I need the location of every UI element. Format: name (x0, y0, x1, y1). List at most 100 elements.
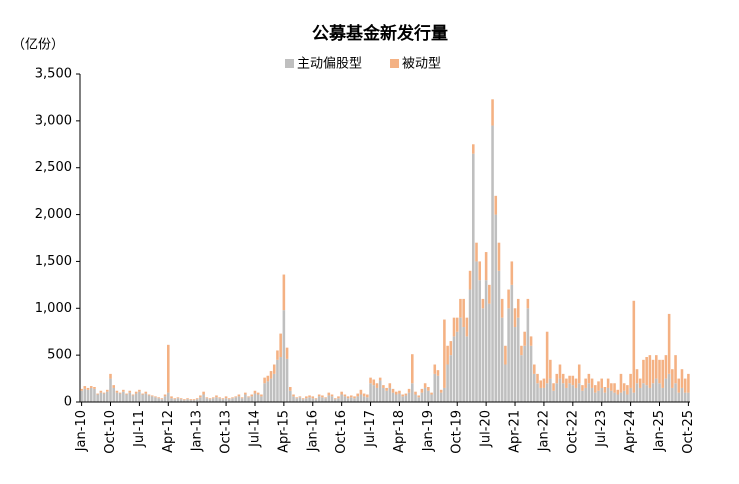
bar-segment (433, 373, 437, 402)
legend-swatch (285, 59, 294, 68)
bar-segment (221, 399, 225, 402)
bar-segment (622, 383, 626, 391)
bar-segment (186, 398, 189, 400)
bar-segment (494, 214, 498, 402)
bar-segment (276, 359, 279, 402)
bar-segment (449, 355, 453, 402)
bar-segment (141, 393, 144, 395)
bar-segment (613, 383, 616, 393)
bar-segment (427, 387, 430, 391)
bar-segment (629, 387, 632, 402)
bar-segment (109, 378, 112, 402)
bar-segment (565, 387, 568, 402)
bar-segment (122, 389, 125, 392)
bar-segment (401, 396, 404, 402)
bar-segment (536, 383, 539, 402)
bar-segment (391, 392, 395, 402)
bar-segment (305, 396, 308, 399)
bar-segment (215, 397, 218, 402)
bar-segment (414, 391, 417, 395)
bar-segment (359, 394, 363, 402)
bar-segment (420, 392, 424, 402)
bar-segment (452, 336, 456, 402)
bar-segment (176, 397, 180, 399)
bar-segment (366, 397, 369, 402)
x-tick-label: Jul-14 (247, 410, 262, 448)
chart-title: 公募基金新发行量 (312, 23, 448, 44)
bar-segment (475, 261, 478, 402)
bar-segment (510, 284, 514, 402)
y-tick-label: 2,000 (35, 207, 72, 222)
bar-segment (372, 385, 376, 402)
bar-segment (167, 392, 170, 402)
bar-segment (247, 396, 250, 398)
bar-segment (362, 393, 366, 397)
bar-segment (228, 398, 231, 400)
bar-segment (311, 396, 315, 399)
bar-segment (112, 387, 115, 402)
bar-segment (80, 390, 83, 402)
bar-segment (199, 395, 202, 398)
bar-segment (382, 387, 385, 402)
x-tick-label: Jul-11 (132, 410, 147, 448)
bar-segment (594, 392, 597, 402)
bar-segment (369, 383, 372, 402)
bar-segment (102, 393, 106, 402)
bar-segment (208, 398, 212, 400)
bar-segment (658, 383, 661, 402)
bar-segment (645, 357, 648, 386)
bar-segment (195, 399, 199, 402)
bar-segment (250, 396, 254, 402)
bar-segment (388, 383, 392, 388)
bar-segment (221, 398, 225, 400)
bar-segment (414, 394, 417, 402)
bar-segment (677, 392, 681, 402)
bar-segment (449, 341, 453, 356)
bar-segment (106, 389, 109, 392)
bar-segment (581, 390, 584, 402)
bar-segment (308, 397, 311, 402)
bar-segment (401, 394, 404, 397)
bar-segment (526, 298, 530, 309)
bar-segment (465, 317, 469, 337)
bar-segment (661, 387, 664, 402)
bar-segment (301, 398, 305, 400)
bar-segment (240, 397, 244, 399)
bar-segment (687, 373, 690, 393)
bar-segment (642, 359, 645, 384)
bar-segment (523, 345, 526, 402)
bar-segment (324, 397, 327, 399)
bar-segment (610, 383, 613, 391)
bar-segment (594, 385, 597, 393)
bar-segment (237, 394, 241, 397)
bar-segment (269, 371, 273, 379)
bar-segment (350, 395, 353, 398)
bar-segment (327, 395, 331, 402)
bar-segment (507, 289, 510, 309)
bar-segment (301, 399, 305, 402)
bar-segment (555, 373, 559, 384)
bar-segment (545, 331, 549, 384)
y-tick-label: 3,500 (35, 67, 72, 82)
bar-segment (667, 373, 671, 402)
bar-segment (263, 383, 266, 402)
x-tick-label: Apr-21 (508, 410, 523, 453)
bar-segment (520, 345, 523, 356)
bar-segment (282, 310, 286, 402)
bar-segment (484, 280, 488, 402)
bar-segment (80, 388, 83, 391)
bar-segment (356, 396, 359, 402)
bar-segment (478, 280, 481, 402)
bar-segment (375, 387, 379, 402)
bar-segment (610, 390, 613, 402)
bar-segment (372, 379, 376, 386)
bar-segment (83, 386, 87, 389)
bar-segment (533, 364, 536, 374)
bar-segment (574, 378, 578, 388)
bar-segment (606, 378, 610, 388)
bar-segment (398, 390, 401, 394)
bar-segment (423, 383, 427, 388)
bar-segment (616, 394, 620, 402)
bar-segment (558, 378, 562, 402)
bar-segment (584, 387, 587, 402)
